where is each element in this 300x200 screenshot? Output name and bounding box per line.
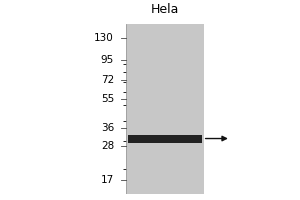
Bar <box>128 135 202 143</box>
Text: 28: 28 <box>101 141 114 151</box>
Text: 95: 95 <box>101 55 114 65</box>
Text: 130: 130 <box>94 33 114 43</box>
Text: 36: 36 <box>101 123 114 133</box>
Text: Hela: Hela <box>151 3 179 16</box>
Text: 72: 72 <box>101 75 114 85</box>
Text: 17: 17 <box>101 175 114 185</box>
Text: 55: 55 <box>101 94 114 104</box>
